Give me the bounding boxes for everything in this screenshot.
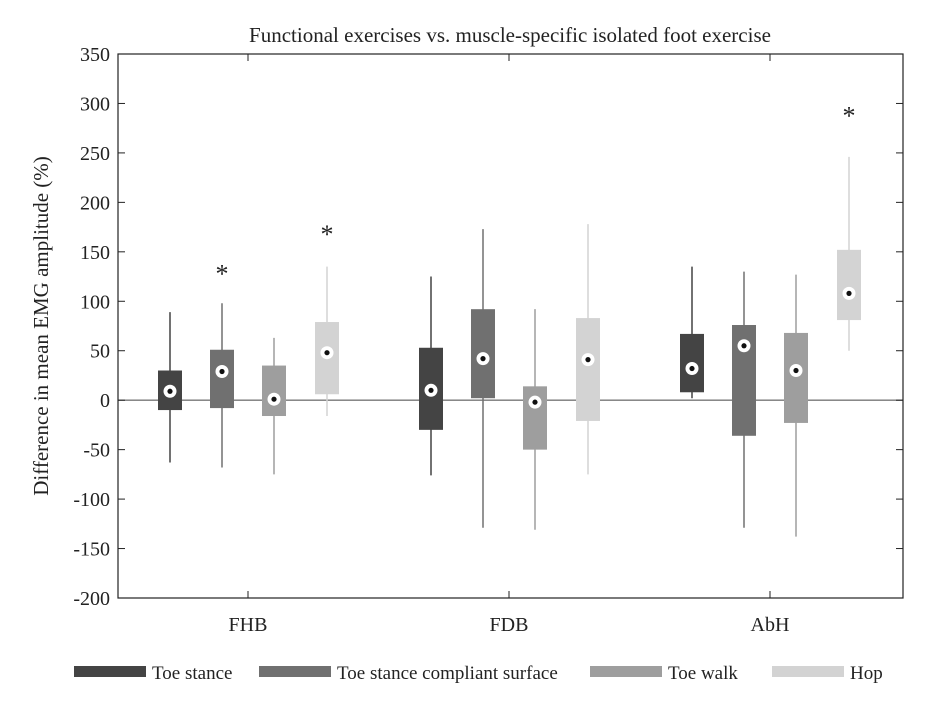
y-tick-label: 250	[80, 143, 110, 165]
legend-swatch	[259, 666, 331, 677]
median-dot	[793, 367, 799, 374]
y-axis-label: Difference in mean EMG amplitude (%)	[29, 156, 53, 496]
x-tick-label: FHB	[229, 614, 268, 636]
y-tick-label: -200	[73, 588, 110, 610]
significance-asterisk: *	[321, 220, 334, 249]
x-tick-label: FDB	[490, 614, 529, 636]
legend-label: Toe walk	[668, 663, 738, 684]
median-dot	[585, 357, 591, 363]
legend-swatch	[772, 666, 844, 677]
y-tick-label: 200	[80, 192, 110, 214]
median-dot	[271, 396, 277, 402]
y-tick-label: -50	[83, 440, 110, 462]
median-dot	[167, 388, 173, 394]
y-tick-label: 0	[100, 390, 110, 412]
significance-asterisk: *	[843, 101, 856, 130]
y-tick-label: 350	[80, 44, 110, 66]
box	[210, 349, 234, 409]
y-tick-label: 150	[80, 242, 110, 264]
median-dot	[324, 350, 330, 356]
y-tick-label: 300	[80, 93, 110, 115]
legend-label: Toe stance	[152, 663, 232, 684]
y-tick-label: 50	[90, 341, 110, 363]
plot-frame	[117, 53, 904, 599]
box	[784, 332, 808, 423]
legend: Toe stance Toe stance compliant surface To…	[74, 663, 883, 684]
x-tick-label: AbH	[751, 614, 790, 636]
legend-label: Toe stance compliant surface	[337, 663, 558, 684]
y-tick-label: -150	[73, 539, 110, 561]
median-dot	[428, 387, 434, 393]
box	[837, 249, 861, 321]
median-dot	[532, 399, 538, 405]
median-dot	[741, 343, 747, 349]
legend-swatch	[590, 666, 662, 677]
box	[576, 318, 600, 421]
legend-label: Hop	[850, 663, 883, 684]
median-dot	[219, 368, 225, 375]
median-dot	[689, 365, 695, 372]
significance-asterisk: *	[216, 260, 229, 289]
legend-swatch	[74, 666, 146, 677]
y-tick-label: 100	[80, 291, 110, 313]
y-tick-label: -100	[73, 489, 110, 511]
median-dot	[480, 356, 486, 362]
box	[262, 365, 286, 417]
chart-title: Functional exercises vs. muscle-specific…	[249, 23, 771, 47]
median-dot	[846, 290, 852, 296]
